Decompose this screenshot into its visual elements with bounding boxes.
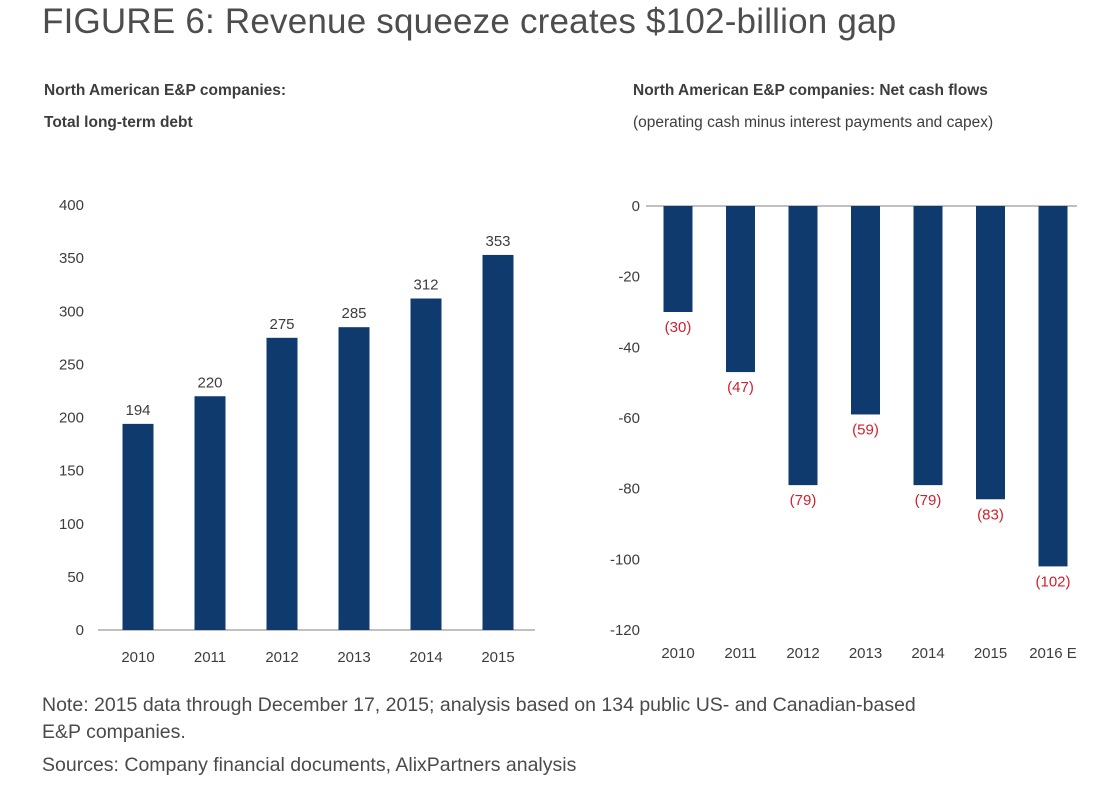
debt-bar-2015 xyxy=(482,254,514,630)
debt-data-label: 194 xyxy=(125,402,150,419)
debt-x-tick-label: 2015 xyxy=(481,649,514,666)
cashflow-data-label: (47) xyxy=(727,379,754,396)
cashflow-y-tick-label: -120 xyxy=(610,622,640,639)
cashflow-data-label: (83) xyxy=(977,506,1004,523)
debt-bar-2014 xyxy=(410,298,442,630)
debt-y-tick-label: 50 xyxy=(67,569,84,586)
debt-y-tick-label: 350 xyxy=(59,250,84,267)
debt-data-label: 353 xyxy=(485,233,510,250)
debt-y-tick-label: 150 xyxy=(59,463,84,480)
long-term-debt-chart: 0 50 100 150 200 250 300 350 400 194 2010 220 2011 27… xyxy=(59,197,535,666)
cashflow-x-tick-label: 2014 xyxy=(911,645,944,662)
debt-x-tick-label: 2010 xyxy=(121,649,154,666)
left-chart-title-line2: Total long-term debt xyxy=(44,114,193,131)
cashflow-x-tick-label: 2011 xyxy=(724,645,756,662)
net-cash-flows-chart: 0 -20 -40 -60 -80 -100 -120 (30) 2010 (47) 2011 (79… xyxy=(610,198,1077,662)
debt-x-tick-label: 2013 xyxy=(337,649,370,666)
debt-bar-2012 xyxy=(266,337,298,630)
cashflow-data-label: (102) xyxy=(1035,573,1070,590)
debt-y-tick-label: 300 xyxy=(59,303,84,320)
cashflow-bar-2016-e xyxy=(1038,206,1068,567)
cashflow-x-tick-label: 2015 xyxy=(974,645,1007,662)
cashflow-x-tick-label: 2010 xyxy=(661,645,694,662)
cashflow-y-tick-label: -60 xyxy=(618,410,640,427)
debt-bar-2013 xyxy=(338,327,370,630)
cashflow-data-label: (79) xyxy=(790,492,817,509)
debt-y-tick-label: 400 xyxy=(59,197,84,214)
debt-y-tick-label: 0 xyxy=(76,622,84,639)
note-line-2: E&P companies. xyxy=(42,721,186,743)
debt-data-label: 312 xyxy=(413,277,438,294)
debt-x-tick-label: 2014 xyxy=(409,649,442,666)
debt-bar-2011 xyxy=(194,396,226,630)
cashflow-data-label: (59) xyxy=(852,421,879,438)
cashflow-bar-2010 xyxy=(663,206,693,312)
cashflow-bar-2012 xyxy=(788,206,818,486)
debt-y-tick-label: 200 xyxy=(59,410,84,427)
right-chart-title-line1: North American E&P companies: Net cash f… xyxy=(633,82,988,99)
sources-line: Sources: Company financial documents, Al… xyxy=(42,754,577,776)
cashflow-x-tick-label: 2012 xyxy=(786,645,819,662)
cashflow-y-tick-label: -20 xyxy=(618,269,640,286)
cashflow-x-tick-label: 2013 xyxy=(849,645,882,662)
cashflow-bar-2011 xyxy=(726,206,755,373)
cashflow-y-tick-label: -80 xyxy=(618,481,640,498)
debt-y-tick-label: 100 xyxy=(59,516,84,533)
debt-x-tick-label: 2012 xyxy=(265,649,298,666)
debt-y-tick-label: 250 xyxy=(59,356,84,373)
debt-data-label: 285 xyxy=(341,305,366,322)
cashflow-data-label: (79) xyxy=(915,492,942,509)
cashflow-y-tick-label: -100 xyxy=(610,551,640,568)
debt-data-label: 275 xyxy=(269,316,294,333)
cashflow-data-label: (30) xyxy=(665,319,692,336)
cashflow-x-tick-label: 2016 E xyxy=(1029,645,1077,662)
cashflow-y-tick-label: 0 xyxy=(632,198,640,215)
debt-data-label: 220 xyxy=(197,374,222,391)
cashflow-bar-2015 xyxy=(976,206,1005,500)
note-line-1: Note: 2015 data through December 17, 201… xyxy=(42,694,916,716)
cashflow-bar-2014 xyxy=(913,206,943,486)
cashflow-y-tick-label: -40 xyxy=(618,339,640,356)
debt-x-tick-label: 2011 xyxy=(194,649,226,666)
cashflow-bar-2013 xyxy=(851,206,880,415)
right-chart-title-line2: (operating cash minus interest payments … xyxy=(633,114,994,131)
debt-bar-2010 xyxy=(122,423,154,630)
left-chart-title-line1: North American E&P companies: xyxy=(44,82,287,99)
figure-title: FIGURE 6: Revenue squeeze creates $102-b… xyxy=(42,2,897,41)
